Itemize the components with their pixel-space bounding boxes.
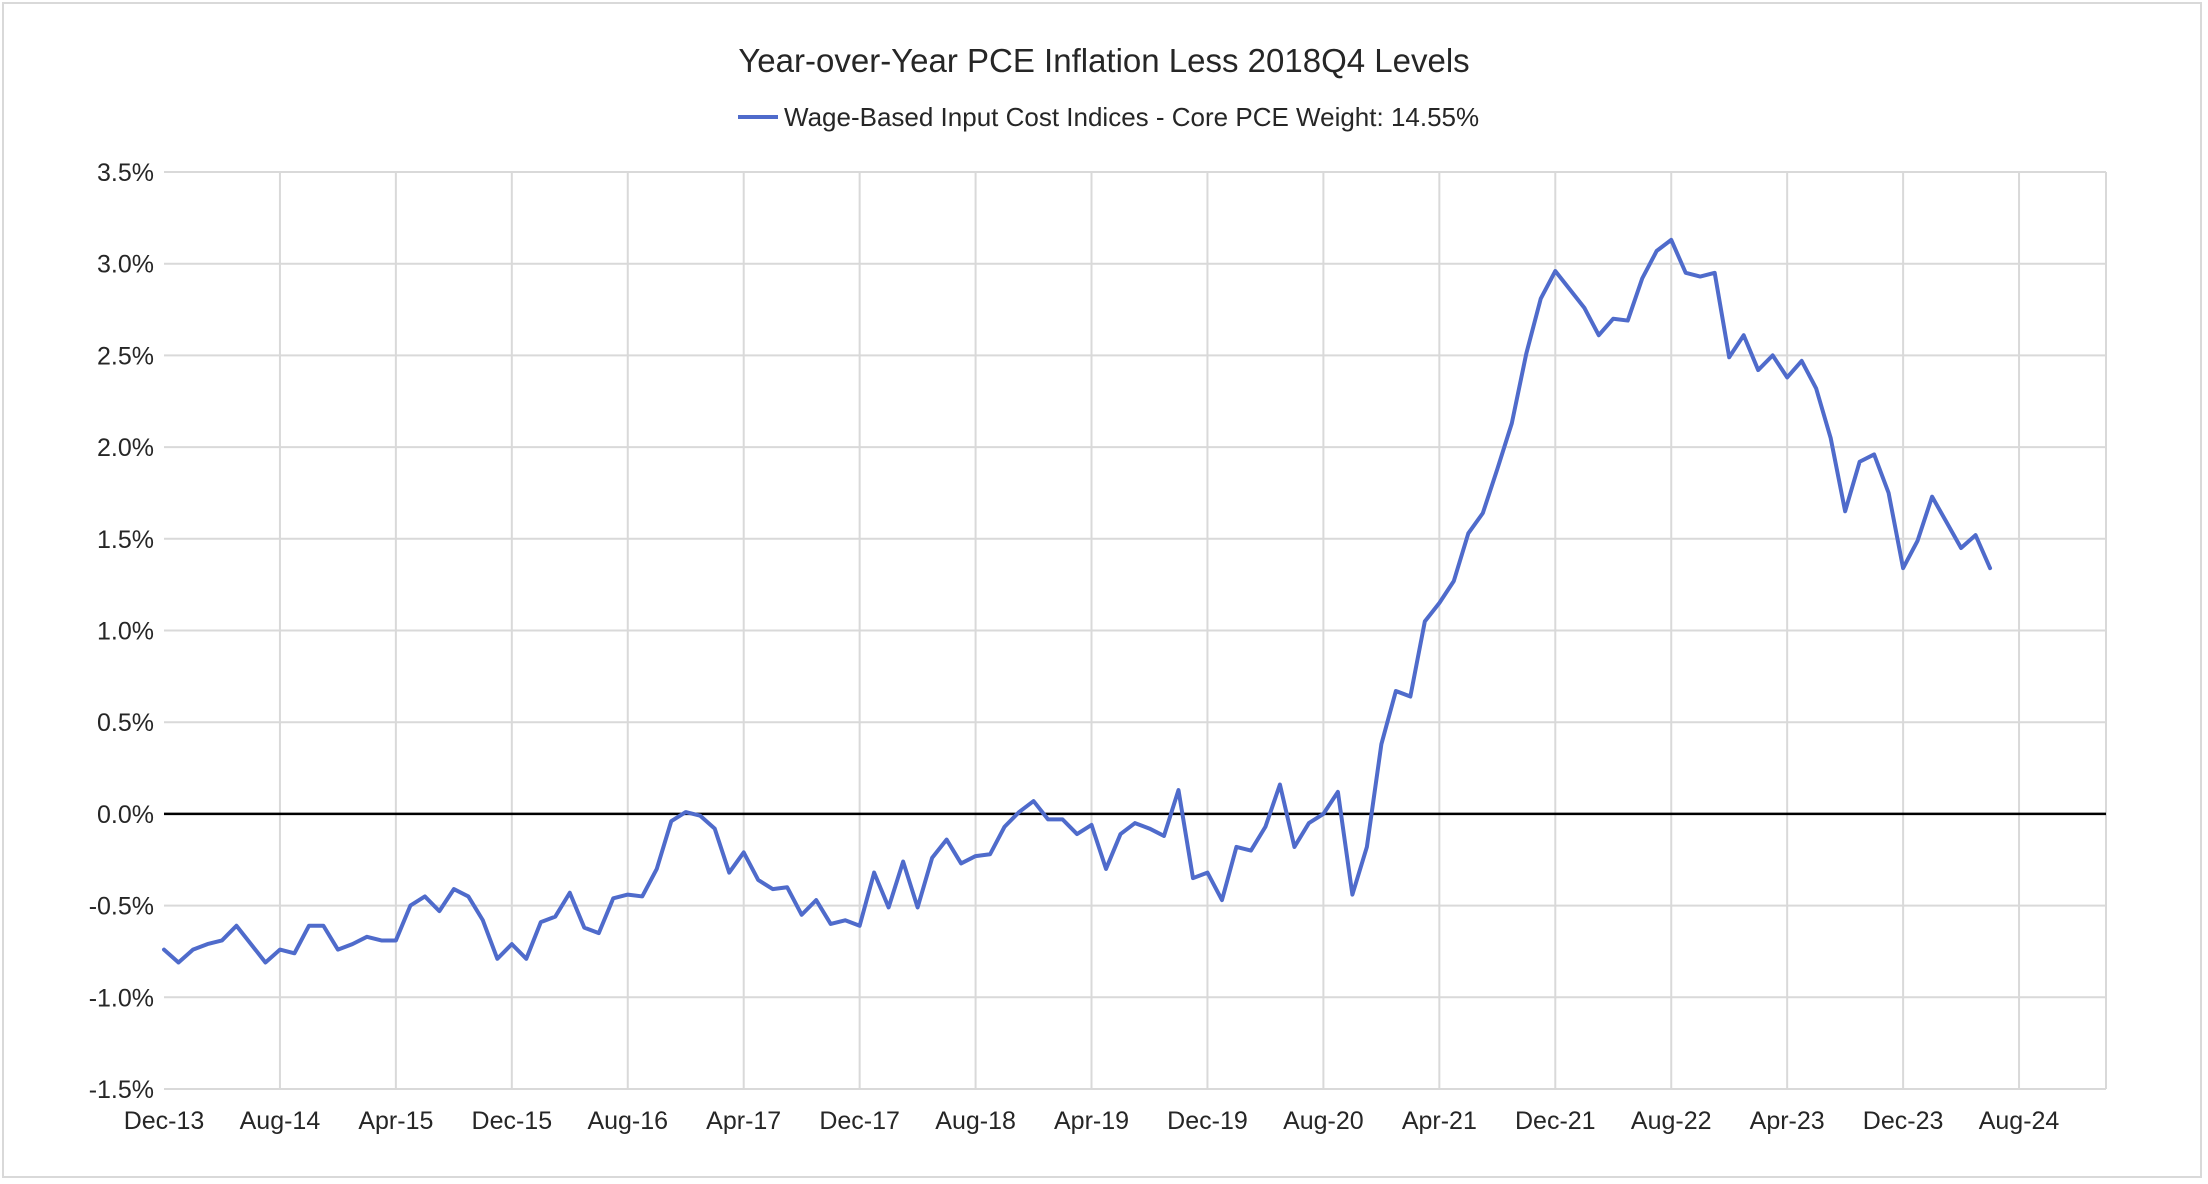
x-tick-label: Dec-13: [124, 1107, 205, 1135]
y-tick-label: 3.0%: [97, 251, 154, 279]
y-tick-label: 1.5%: [97, 526, 154, 554]
x-tick-label: Dec-21: [1515, 1107, 1596, 1135]
series: [162, 237, 1993, 965]
y-axis: 3.5% 3.0% 2.5% 2.0% 1.5% 1.0% 0.5% 0.0% -0.5% -1.…: [89, 159, 154, 1104]
series-line: [162, 237, 1993, 965]
y-tick-label: -1.5%: [89, 1076, 154, 1104]
legend-label: Wage-Based Input Cost Indices - Core PCE…: [784, 102, 1479, 132]
x-axis: Dec-13 Aug-14 Apr-15 Dec-15 Aug-16 Apr-17 Dec-…: [124, 1107, 2060, 1135]
x-tick-label: Aug-14: [240, 1107, 321, 1135]
x-tick-label: Dec-23: [1863, 1107, 1944, 1135]
x-tick-label: Apr-15: [358, 1107, 433, 1135]
legend: Wage-Based Input Cost Indices - Core PCE…: [738, 102, 1479, 132]
y-tick-label: 3.5%: [97, 159, 154, 187]
y-tick-label: 0.0%: [97, 801, 154, 829]
x-tick-label: Aug-20: [1283, 1107, 1364, 1135]
chart-title: Year-over-Year PCE Inflation Less 2018Q4…: [738, 42, 1469, 79]
y-tick-label: 2.0%: [97, 434, 154, 462]
x-tick-label: Dec-17: [819, 1107, 900, 1135]
x-tick-label: Aug-22: [1631, 1107, 1712, 1135]
x-tick-label: Aug-16: [587, 1107, 668, 1135]
y-tick-label: -0.5%: [89, 893, 154, 921]
x-tick-label: Apr-19: [1054, 1107, 1129, 1135]
grid: [164, 171, 2107, 1090]
x-tick-label: Apr-17: [706, 1107, 781, 1135]
y-tick-label: -1.0%: [89, 984, 154, 1012]
x-tick-label: Aug-18: [935, 1107, 1016, 1135]
y-tick-label: 1.0%: [97, 618, 154, 646]
x-tick-label: Apr-21: [1402, 1107, 1477, 1135]
x-tick-label: Apr-23: [1750, 1107, 1825, 1135]
y-tick-label: 0.5%: [97, 709, 154, 737]
x-tick-label: Dec-15: [472, 1107, 553, 1135]
x-tick-label: Aug-24: [1979, 1107, 2060, 1135]
y-tick-label: 2.5%: [97, 342, 154, 370]
x-tick-label: Dec-19: [1167, 1107, 1248, 1135]
